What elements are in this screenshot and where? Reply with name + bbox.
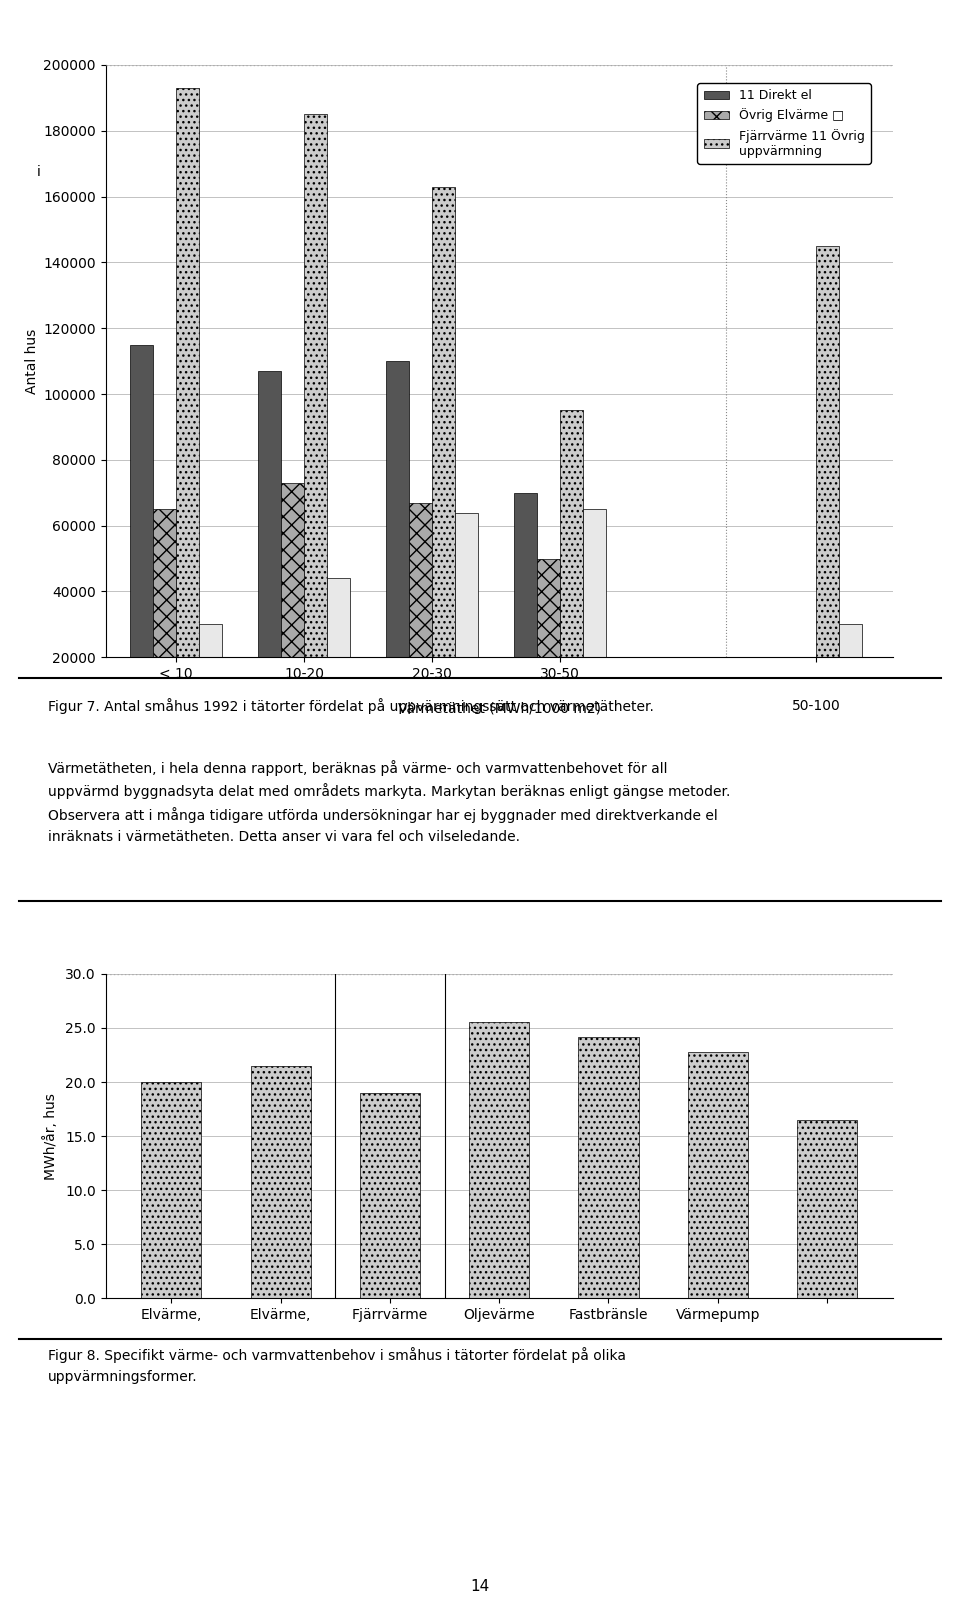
- Bar: [455, 513, 478, 724]
- Bar: [579, 1037, 638, 1298]
- Bar: [176, 88, 199, 724]
- Bar: [409, 503, 432, 724]
- Bar: [469, 1022, 529, 1298]
- Text: 50-100: 50-100: [792, 700, 840, 712]
- Bar: [537, 558, 560, 724]
- Bar: [327, 578, 350, 724]
- Bar: [304, 114, 327, 724]
- Bar: [130, 344, 153, 724]
- Y-axis label: MWh/år, hus: MWh/år, hus: [43, 1092, 59, 1180]
- Bar: [199, 625, 222, 724]
- Bar: [560, 411, 583, 724]
- Bar: [770, 703, 793, 724]
- Bar: [251, 1066, 311, 1298]
- Bar: [797, 1120, 857, 1298]
- Bar: [687, 1052, 748, 1298]
- Bar: [258, 372, 281, 724]
- Text: Figur 8. Specifikt värme- och varmvattenbehov i småhus i tätorter fördelat på ol: Figur 8. Specifikt värme- och varmvatten…: [48, 1347, 626, 1384]
- Text: Värmetätheten, i hela denna rapport, beräknas på värme- och varmvattenbehovet fö: Värmetätheten, i hela denna rapport, ber…: [48, 760, 731, 844]
- Bar: [839, 625, 862, 724]
- Bar: [583, 510, 606, 724]
- Bar: [816, 247, 839, 724]
- Y-axis label: Antal hus: Antal hus: [25, 328, 39, 394]
- Bar: [153, 510, 176, 724]
- Legend: 11 Direkt el, Övrig Elvärme □, Fjärrvärme 11 Övrig
uppvärmning: 11 Direkt el, Övrig Elvärme □, Fjärrvärm…: [697, 83, 871, 164]
- Bar: [281, 484, 304, 724]
- Bar: [360, 1092, 420, 1298]
- Text: i: i: [36, 164, 40, 179]
- X-axis label: Värmetäthet (MWh/1000 m2): Värmetäthet (MWh/1000 m2): [397, 701, 601, 716]
- Text: 14: 14: [470, 1579, 490, 1594]
- Bar: [432, 187, 455, 724]
- Bar: [386, 362, 409, 724]
- Bar: [141, 1083, 202, 1298]
- Bar: [793, 700, 816, 724]
- Text: Figur 7. Antal småhus 1992 i tätorter fördelat på uppvärmningssätt och värmetäth: Figur 7. Antal småhus 1992 i tätorter fö…: [48, 698, 654, 714]
- Bar: [514, 493, 537, 724]
